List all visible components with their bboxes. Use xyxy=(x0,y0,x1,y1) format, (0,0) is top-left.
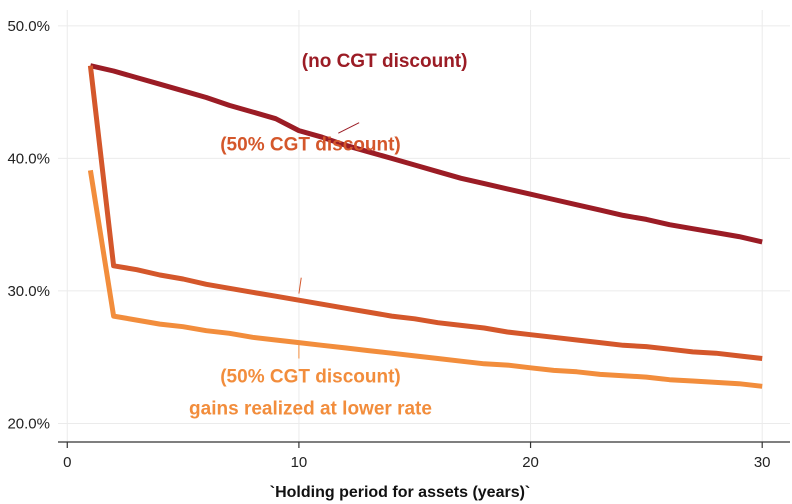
annotation-label: (50% CGT discount) xyxy=(220,366,401,387)
series-line-2 xyxy=(87,65,763,361)
x-tick-label: 0 xyxy=(63,454,71,471)
annotation-pointers xyxy=(298,122,360,359)
x-tick-label: 30 xyxy=(754,454,771,471)
y-tick-label: 50.0% xyxy=(7,18,50,35)
annotation-pointer xyxy=(338,122,360,134)
x-tick-label: 10 xyxy=(291,454,308,471)
series-lines xyxy=(87,63,763,389)
annotation-label: (no CGT discount) xyxy=(302,51,468,72)
y-tick-label: 40.0% xyxy=(7,150,50,167)
annotation-pointer xyxy=(298,277,302,294)
series-line-1 xyxy=(89,63,763,245)
y-tick-label: 20.0% xyxy=(7,415,50,432)
annotation-label: (50% CGT discount) xyxy=(220,134,401,155)
y-tick-label: 30.0% xyxy=(7,283,50,300)
annotations: (no CGT discount) (50% CGT discount) (50% … xyxy=(189,51,467,419)
grid-lines xyxy=(58,10,790,442)
x-tick-label: 20 xyxy=(522,454,539,471)
annotation-label: gains realized at lower rate xyxy=(189,398,432,419)
x-axis: 0 10 20 30 xyxy=(58,441,790,471)
x-axis-title: `Holding period for assets (years)` xyxy=(270,484,531,501)
series-line-3 xyxy=(87,169,763,389)
y-axis-tick-labels: 20.0% 30.0% 40.0% 50.0% xyxy=(7,18,50,433)
